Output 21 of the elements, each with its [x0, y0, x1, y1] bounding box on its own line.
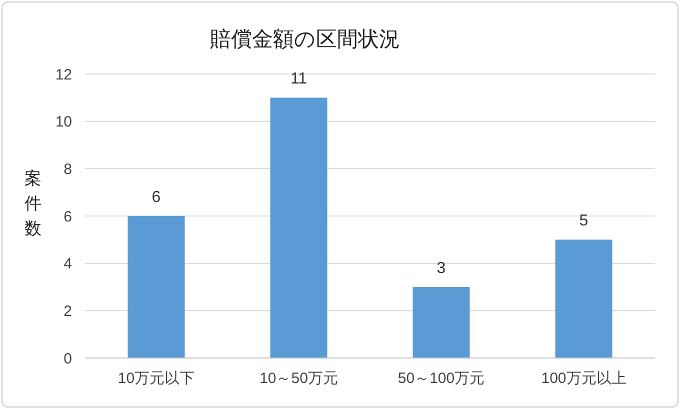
y-tick-label: 4: [64, 256, 72, 273]
y-tick-label: 10: [55, 114, 72, 131]
y-tick-label: 12: [55, 66, 72, 84]
data-label: 6: [152, 189, 161, 206]
y-tick-label: 2: [64, 302, 72, 320]
bar: [128, 216, 185, 358]
x-tick-label: 50～100万元: [398, 370, 485, 387]
x-tick-label: 100万元以上: [541, 370, 626, 387]
chart-title: 賠償金額の区間状況: [210, 28, 400, 51]
y-tick-label: 0: [64, 350, 72, 368]
data-label: 3: [436, 260, 446, 277]
y-tick-label: 8: [64, 160, 72, 178]
y-tick-label: 6: [64, 208, 72, 226]
bar: [555, 240, 612, 358]
bar: [412, 287, 470, 358]
x-tick-label: 10～50万元: [260, 370, 338, 387]
x-tick-label: 10万元以下: [118, 370, 195, 387]
data-label: 11: [290, 70, 308, 88]
y-axis-title: 案件数: [24, 169, 42, 238]
data-label: 5: [579, 212, 588, 230]
bar: [270, 98, 328, 358]
